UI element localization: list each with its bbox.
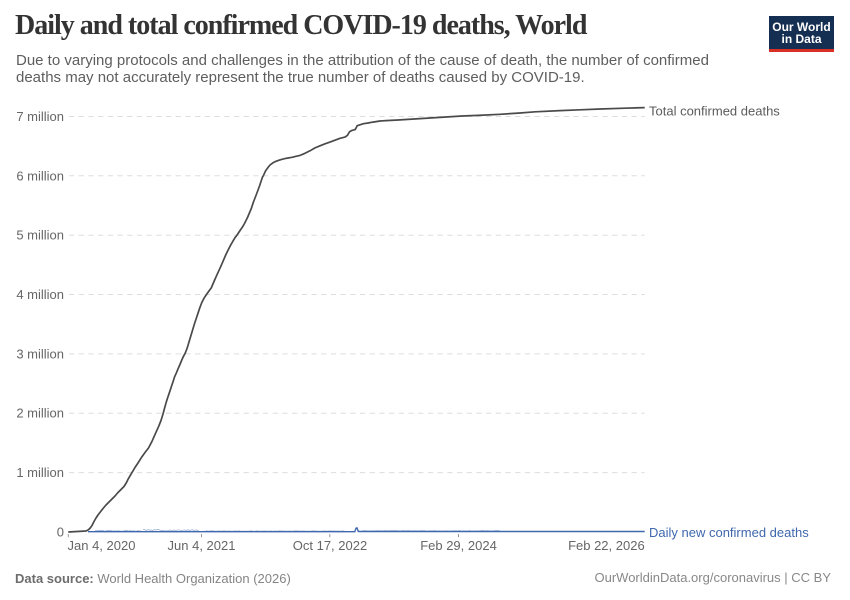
svg-text:0: 0 bbox=[57, 525, 64, 540]
svg-text:Total confirmed deaths: Total confirmed deaths bbox=[649, 104, 780, 119]
svg-text:1 million: 1 million bbox=[16, 465, 64, 480]
svg-text:Feb 29, 2024: Feb 29, 2024 bbox=[420, 538, 497, 553]
svg-text:2 million: 2 million bbox=[16, 406, 64, 421]
svg-text:Jun 4, 2021: Jun 4, 2021 bbox=[168, 538, 236, 553]
svg-text:Jan 4, 2020: Jan 4, 2020 bbox=[68, 538, 136, 553]
svg-text:6 million: 6 million bbox=[16, 168, 64, 183]
svg-text:4 million: 4 million bbox=[16, 287, 64, 302]
svg-text:3 million: 3 million bbox=[16, 346, 64, 361]
svg-text:Oct 17, 2022: Oct 17, 2022 bbox=[293, 538, 367, 553]
svg-text:5 million: 5 million bbox=[16, 228, 64, 243]
svg-text:Daily new confirmed deaths: Daily new confirmed deaths bbox=[649, 525, 809, 540]
svg-text:7 million: 7 million bbox=[16, 109, 64, 124]
svg-text:Feb 22, 2026: Feb 22, 2026 bbox=[568, 538, 645, 553]
